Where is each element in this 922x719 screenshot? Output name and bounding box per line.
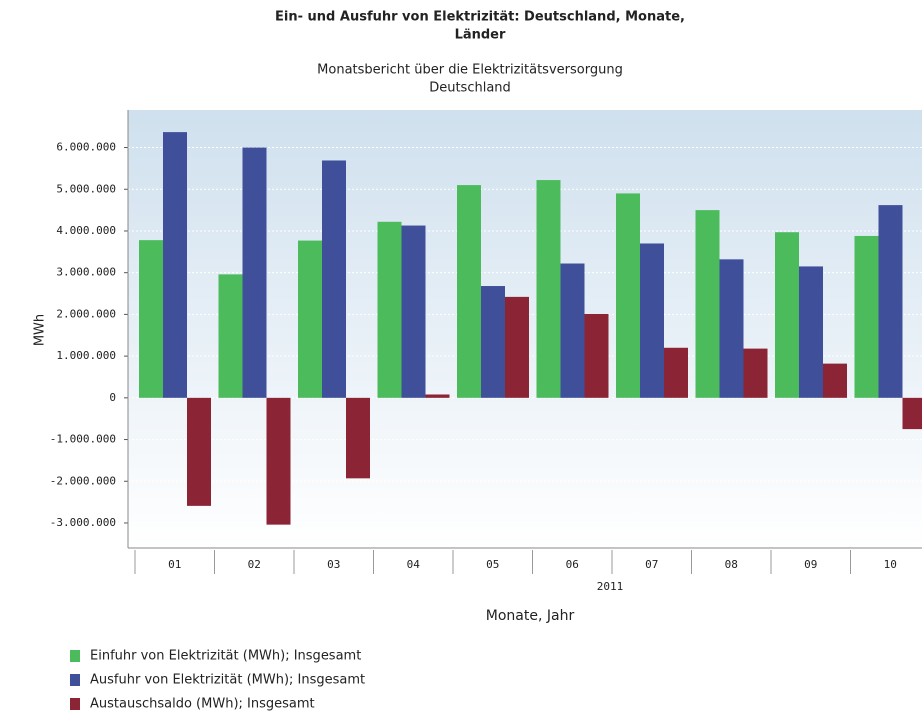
bar (242, 147, 267, 398)
x-tick-label: 09 (804, 558, 817, 571)
chart-subtitle: Deutschland (429, 81, 511, 96)
legend-label: Ausfuhr von Elektrizität (MWh); Insgesam… (90, 673, 365, 688)
bar (163, 132, 187, 398)
x-tick-label: 05 (486, 558, 499, 571)
bar (799, 266, 823, 398)
legend-label: Austauschsaldo (MWh); Insgesamt (90, 697, 315, 712)
y-tick-label: 4.000.000 (56, 224, 116, 237)
bar (505, 296, 529, 398)
x-tick-label: 04 (407, 558, 421, 571)
y-tick-label: 1.000.000 (56, 349, 116, 362)
bar (425, 394, 450, 398)
legend-swatch (70, 650, 80, 662)
bar (854, 235, 879, 398)
y-tick-label: 6.000.000 (56, 141, 116, 154)
bar (218, 274, 243, 398)
bar (560, 263, 585, 398)
bar (878, 205, 903, 398)
legend-swatch (70, 674, 80, 686)
bar (481, 286, 505, 398)
bar (298, 240, 322, 398)
chart-title: Länder (455, 28, 506, 43)
x-axis-label: Monate, Jahr (486, 608, 575, 624)
y-axis-label: MWh (33, 314, 48, 346)
x-tick-label: 03 (327, 558, 340, 571)
x-group-label: 2011 (597, 580, 624, 593)
chart-title: Ein- und Ausfuhr von Elektrizität: Deuts… (275, 10, 685, 25)
y-tick-label: 5.000.000 (56, 182, 116, 195)
bar (823, 363, 847, 398)
bar (902, 397, 922, 430)
legend-swatch (70, 698, 80, 710)
x-tick-label: 08 (725, 558, 738, 571)
bar (266, 397, 291, 525)
y-tick-label: -1.000.000 (50, 433, 116, 446)
bar (719, 259, 744, 398)
y-tick-label: 2.000.000 (56, 307, 116, 320)
chart-subtitle: Monatsbericht über die Elektrizitätsvers… (317, 63, 623, 78)
x-tick-label: 06 (566, 558, 579, 571)
y-tick-label: -3.000.000 (50, 516, 116, 529)
x-tick-label: 02 (248, 558, 261, 571)
bar (695, 210, 720, 398)
bar (664, 347, 688, 398)
y-tick-label: 3.000.000 (56, 266, 116, 279)
bar (640, 243, 664, 398)
x-tick-label: 01 (168, 558, 181, 571)
y-tick-label: -2.000.000 (50, 474, 116, 487)
bar (401, 225, 426, 398)
bar (775, 232, 799, 398)
bar (187, 397, 211, 506)
x-tick-label: 07 (645, 558, 658, 571)
bar (584, 313, 609, 398)
bar (743, 348, 768, 398)
bar (346, 397, 370, 479)
bar (377, 221, 402, 398)
legend-label: Einfuhr von Elektrizität (MWh); Insgesam… (90, 649, 361, 664)
x-tick-label: 10 (884, 558, 897, 571)
bar (616, 193, 640, 398)
bar (139, 240, 163, 398)
bar (536, 180, 561, 398)
bar (322, 160, 346, 398)
y-tick-label: 0 (109, 391, 116, 404)
bar (457, 185, 481, 398)
